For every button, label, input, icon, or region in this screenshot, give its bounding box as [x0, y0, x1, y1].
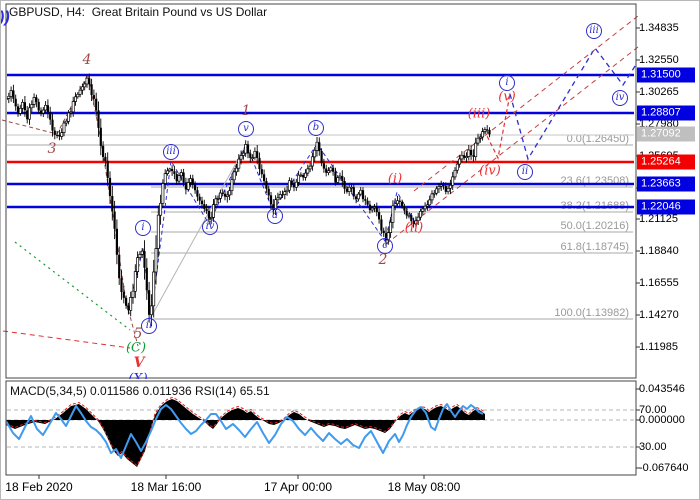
- wave-label-circled: i: [135, 220, 151, 236]
- wave-label-circled: iii: [163, 144, 179, 160]
- indicator-tick-label: 0.043546: [639, 383, 685, 395]
- price-level-badge: 1.22046: [637, 199, 695, 215]
- wave-label-layer: i ii iii iv v a b c i ii iii iv (i) (ii) (iii) (iv) (v) 3…: [1, 1, 699, 380]
- wave-label-circled: ii: [141, 318, 157, 334]
- wave-label-circled: b: [308, 120, 324, 136]
- old-wave-line-red: [2, 330, 131, 349]
- wave-label-numeral: 1: [241, 103, 251, 119]
- indicator-tick-label: 30.00: [639, 441, 667, 453]
- time-axis-label: 18 Feb 2020: [5, 480, 73, 494]
- price-level-badge: 1.31500: [637, 67, 695, 83]
- macd-signal-line: [5, 396, 486, 467]
- wave-label-circled: iv: [612, 90, 628, 106]
- chart-title: GBPUSD, H4: Great Britain Pound vs US Do…: [9, 5, 268, 19]
- wave-label-red: (ii): [404, 220, 424, 236]
- fib-level-label: 0.0(1.26450): [567, 133, 629, 145]
- price-level-badge: 1.23663: [637, 176, 695, 192]
- wave-label-numeral: 5: [133, 326, 143, 342]
- price-tick-label: 1.34835: [639, 22, 679, 34]
- wave-label-circled: v: [238, 121, 254, 137]
- channel-red-upper: [413, 15, 639, 192]
- fib-baseline: [149, 144, 247, 320]
- time-axis-label: 18 Mar 16:00: [130, 480, 202, 494]
- rsi-line: [5, 403, 484, 459]
- old-wave-line-green: [14, 241, 131, 331]
- macd-area: [6, 399, 485, 467]
- price-tick-label: 1.32550: [639, 54, 679, 66]
- main-panel-frame: [5, 3, 637, 379]
- price-tick-label: 1.14270: [639, 309, 679, 321]
- price-tick-label: 1.21125: [639, 213, 678, 225]
- price-tick-label: 1.18840: [639, 245, 679, 257]
- wave-label-circled: iv: [202, 219, 218, 235]
- wave-label-circled: ii: [517, 164, 533, 180]
- candle-bodies-bullish: [7, 77, 487, 316]
- time-axis-label: 17 Apr 00:00: [263, 480, 333, 494]
- wave-label-red: (iii): [467, 106, 491, 122]
- wave-label-circled: iii: [586, 23, 602, 39]
- price-tick-label: 1.11985: [639, 341, 678, 353]
- wave-label-X: (X): [128, 371, 148, 380]
- projection-blue: [509, 46, 638, 161]
- fib-level-label: 50.0(1.20216): [561, 220, 630, 232]
- fib-level-label: 61.8(1.18745): [561, 241, 630, 253]
- candles-group: [7, 73, 491, 327]
- projection-red: [483, 93, 511, 160]
- wave-label-circled: a: [267, 208, 283, 224]
- wave-label-circled: i: [499, 75, 515, 91]
- time-axis-label: 18 May 08:00: [387, 480, 461, 494]
- price-level-badge: 1.28807: [637, 105, 695, 121]
- wave-label-circled: c: [377, 238, 393, 254]
- wave-label-V: V: [133, 355, 145, 371]
- fib-level-label: 100.0(1.13982): [554, 307, 629, 319]
- wave-label-numeral: 2: [378, 252, 388, 268]
- wave-label-red: (iv): [479, 163, 501, 179]
- indicator-tick-label: -0.067640: [639, 462, 689, 474]
- wave-label-numeral: 4: [82, 52, 92, 68]
- wave-label-red: (i): [387, 171, 403, 187]
- wave-label-C: (C): [125, 340, 147, 356]
- indicator-panel-frame: [5, 380, 637, 476]
- price-tick-label: 1.16555: [639, 277, 679, 289]
- price-level-badge: 1.25264: [637, 154, 695, 170]
- price-tick-label: 1.30265: [639, 86, 679, 98]
- indicator-tick-label: 70.00: [639, 404, 667, 416]
- clipped-wave-glyph: )): [0, 9, 10, 26]
- wave-label-red: (v): [498, 89, 516, 105]
- price-level-badge: 1.27092: [637, 126, 695, 142]
- wave-label-numeral: 3: [47, 141, 57, 157]
- indicator-header: MACD(5,34,5) 0.011586 0.011936 RSI(14) 6…: [10, 384, 270, 398]
- indicator-tick-label: 0.000000: [639, 414, 685, 426]
